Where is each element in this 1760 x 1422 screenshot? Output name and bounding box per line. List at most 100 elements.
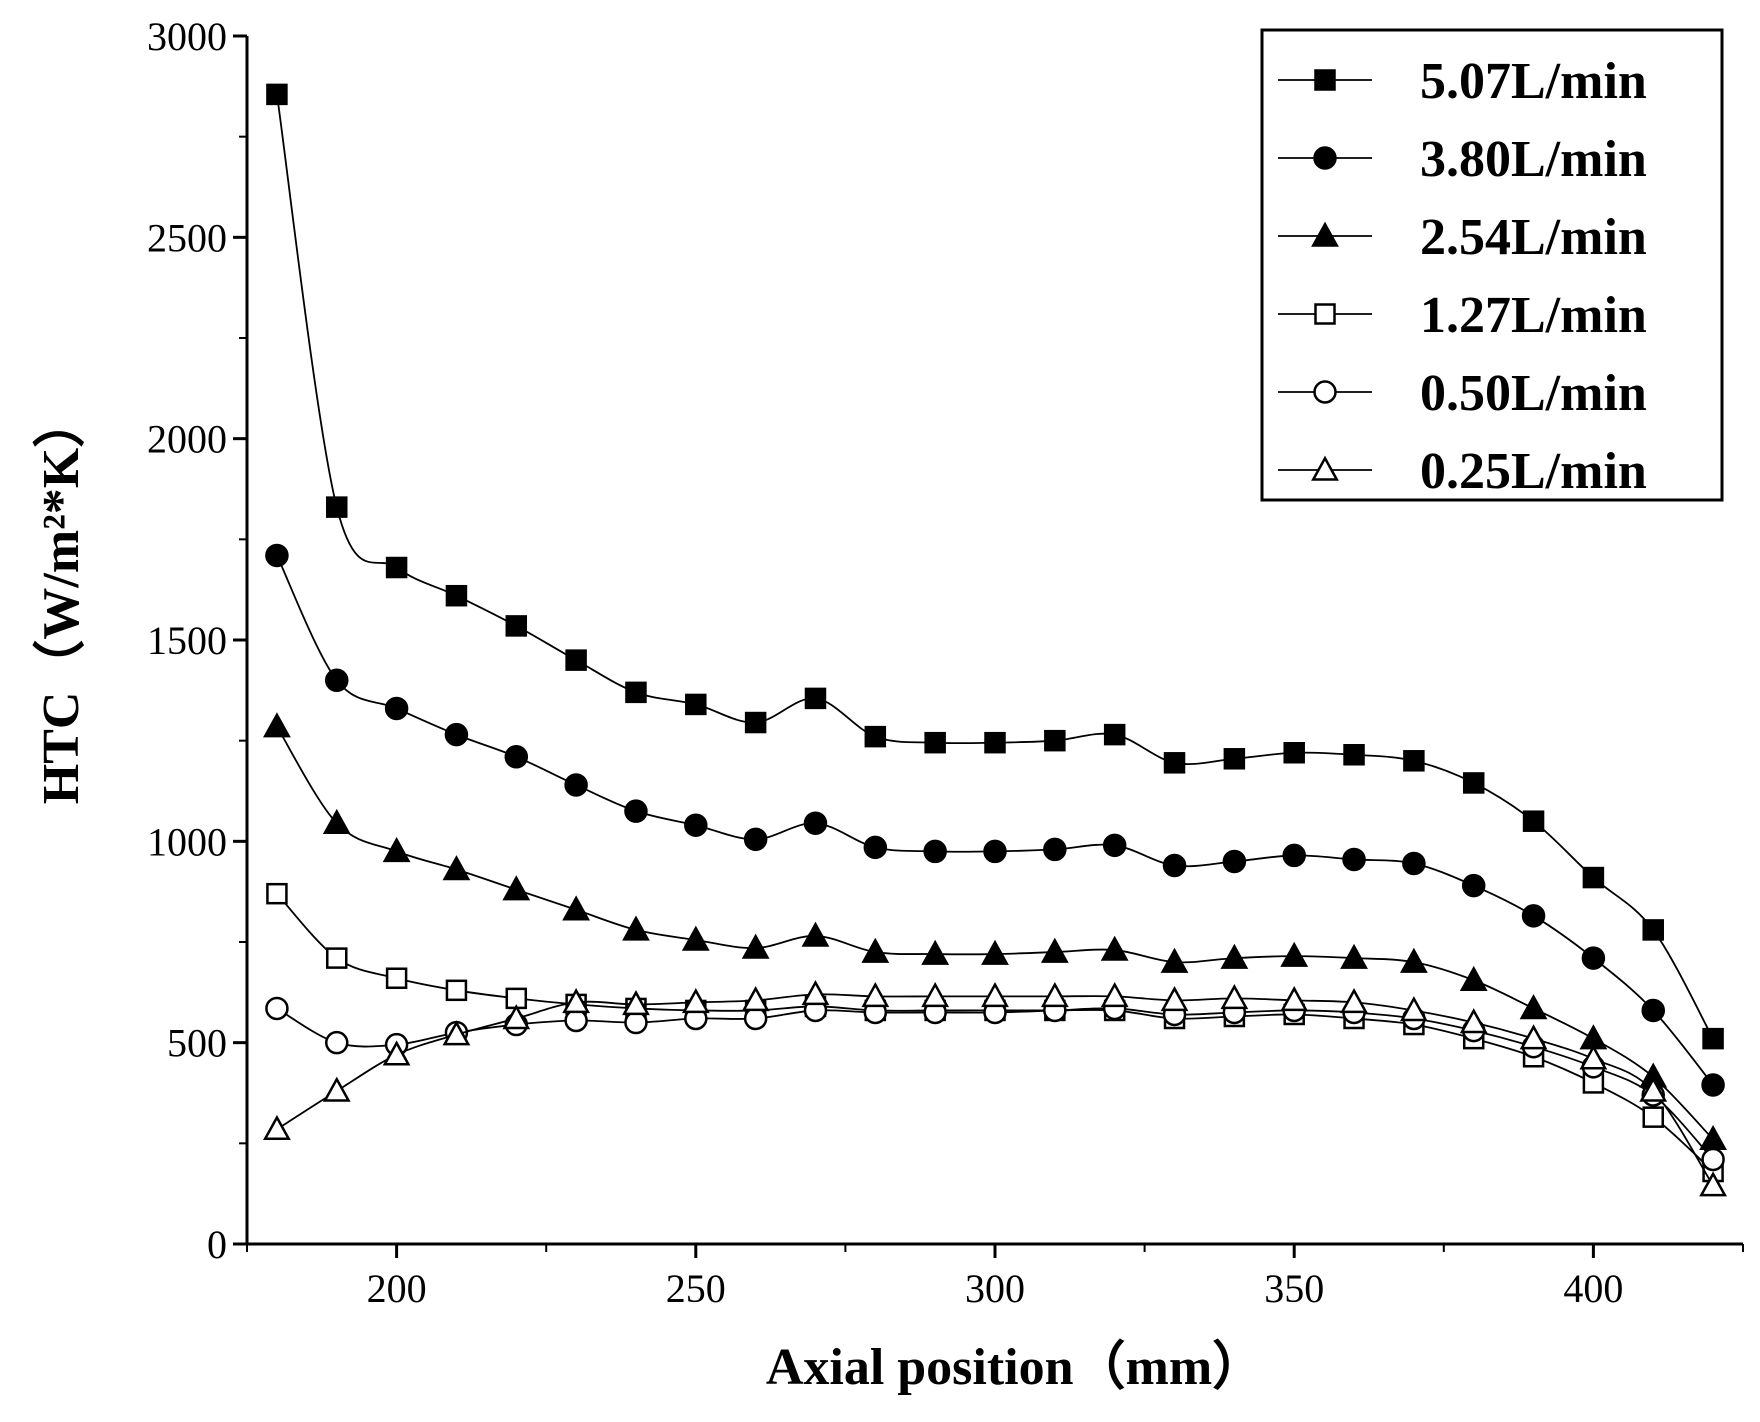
data-point bbox=[1102, 833, 1127, 858]
data-point bbox=[504, 745, 529, 769]
data-point bbox=[684, 813, 708, 837]
legend-label: 5.07L/min bbox=[1420, 53, 1647, 110]
data-point bbox=[1280, 986, 1309, 1012]
data-point bbox=[326, 947, 348, 969]
data-point bbox=[681, 988, 710, 1014]
legend-item-0-25l-min: 0.25L/min bbox=[1278, 443, 1647, 500]
data-point bbox=[265, 996, 289, 1021]
data-point bbox=[743, 1006, 768, 1031]
legend-item-0-50l-min: 0.50L/min bbox=[1278, 365, 1647, 422]
data-point bbox=[1399, 947, 1428, 973]
data-point bbox=[681, 925, 710, 951]
data-point bbox=[1403, 750, 1425, 772]
data-point bbox=[442, 1020, 471, 1046]
data-point bbox=[1040, 937, 1069, 963]
data-point bbox=[1163, 752, 1186, 774]
legend-marker bbox=[1314, 69, 1336, 91]
data-point bbox=[505, 615, 528, 637]
y-tick-label: 2000 bbox=[147, 417, 227, 462]
data-point bbox=[1160, 947, 1189, 973]
data-point bbox=[923, 839, 947, 864]
legend-item-2-54l-min: 2.54L/min bbox=[1278, 209, 1647, 266]
legend-label: 0.25L/min bbox=[1420, 443, 1647, 500]
series-5-07l-min bbox=[266, 83, 1724, 1050]
data-point bbox=[1103, 723, 1126, 746]
data-point bbox=[921, 981, 950, 1008]
data-point bbox=[442, 855, 471, 881]
data-point bbox=[741, 933, 770, 959]
data-point bbox=[1459, 1008, 1488, 1034]
y-tick-label: 500 bbox=[167, 1021, 227, 1066]
data-point bbox=[1223, 748, 1246, 770]
y-tick-label: 0 bbox=[207, 1222, 227, 1267]
data-point bbox=[624, 799, 648, 823]
plot-area bbox=[263, 83, 1727, 1197]
legend-marker bbox=[1313, 380, 1337, 404]
data-point bbox=[1701, 1073, 1725, 1097]
data-point bbox=[981, 939, 1009, 965]
legend-item-5-07l-min: 5.07L/min bbox=[1278, 53, 1647, 110]
data-point bbox=[263, 712, 291, 738]
data-point bbox=[1461, 873, 1486, 898]
legend-label: 1.27L/min bbox=[1420, 287, 1647, 344]
data-point bbox=[625, 681, 647, 704]
data-point bbox=[265, 543, 289, 568]
data-point bbox=[801, 921, 830, 947]
data-point bbox=[741, 986, 770, 1012]
data-point bbox=[1522, 810, 1545, 832]
data-point bbox=[981, 981, 1009, 1008]
legend-label: 2.54L/min bbox=[1420, 209, 1647, 266]
legend-label: 0.50L/min bbox=[1420, 365, 1647, 422]
data-point bbox=[445, 979, 468, 1002]
series-0-50l-min bbox=[265, 996, 1725, 1172]
data-point bbox=[1642, 919, 1664, 941]
data-point bbox=[1521, 904, 1546, 928]
data-point bbox=[803, 811, 828, 835]
data-point bbox=[1519, 994, 1548, 1020]
data-point bbox=[565, 649, 587, 671]
legend-box bbox=[1260, 28, 1724, 502]
data-point bbox=[1160, 986, 1189, 1012]
y-axis-title: HTC（W/m²*K） bbox=[32, 396, 90, 805]
data-point bbox=[385, 967, 408, 989]
series-0-25l-min bbox=[263, 979, 1727, 1197]
data-point bbox=[502, 875, 531, 901]
data-point bbox=[1044, 729, 1066, 752]
data-point bbox=[744, 711, 767, 734]
data-point bbox=[861, 981, 890, 1008]
data-point bbox=[266, 83, 288, 106]
data-point bbox=[1582, 866, 1605, 889]
data-point bbox=[266, 882, 288, 905]
data-point bbox=[624, 1010, 648, 1035]
data-point bbox=[1100, 981, 1129, 1008]
data-point bbox=[1342, 847, 1366, 872]
legend: 5.07L/min 3.80L/min 2.54L/min 1.27L/min 0.50… bbox=[1260, 28, 1724, 502]
legend-marker bbox=[1313, 146, 1337, 170]
data-point bbox=[863, 835, 888, 860]
series-2-54l-min bbox=[263, 712, 1727, 1151]
data-point bbox=[1581, 946, 1606, 970]
x-tick-label: 350 bbox=[1264, 1266, 1324, 1311]
data-point bbox=[924, 731, 946, 754]
data-point bbox=[864, 725, 887, 748]
series-line bbox=[276, 94, 1714, 1040]
data-point bbox=[322, 808, 351, 834]
x-tick-label: 200 bbox=[367, 1266, 427, 1311]
data-point bbox=[1702, 1027, 1724, 1050]
legend-marker bbox=[1311, 221, 1339, 247]
x-axis-title: Axial position（mm） bbox=[766, 1338, 1264, 1396]
data-point bbox=[921, 939, 950, 965]
data-point bbox=[1280, 941, 1309, 967]
data-point bbox=[1222, 849, 1247, 874]
x-tick-label: 250 bbox=[666, 1266, 726, 1311]
data-point bbox=[1579, 1044, 1608, 1070]
data-point bbox=[1462, 772, 1485, 794]
x-tick-label: 400 bbox=[1563, 1266, 1623, 1311]
data-point bbox=[385, 556, 408, 579]
legend-item-3-80l-min: 3.80L/min bbox=[1278, 131, 1647, 188]
data-point bbox=[1340, 943, 1368, 969]
data-point bbox=[1043, 837, 1067, 862]
data-point bbox=[1040, 981, 1069, 1008]
data-point bbox=[1282, 843, 1306, 868]
